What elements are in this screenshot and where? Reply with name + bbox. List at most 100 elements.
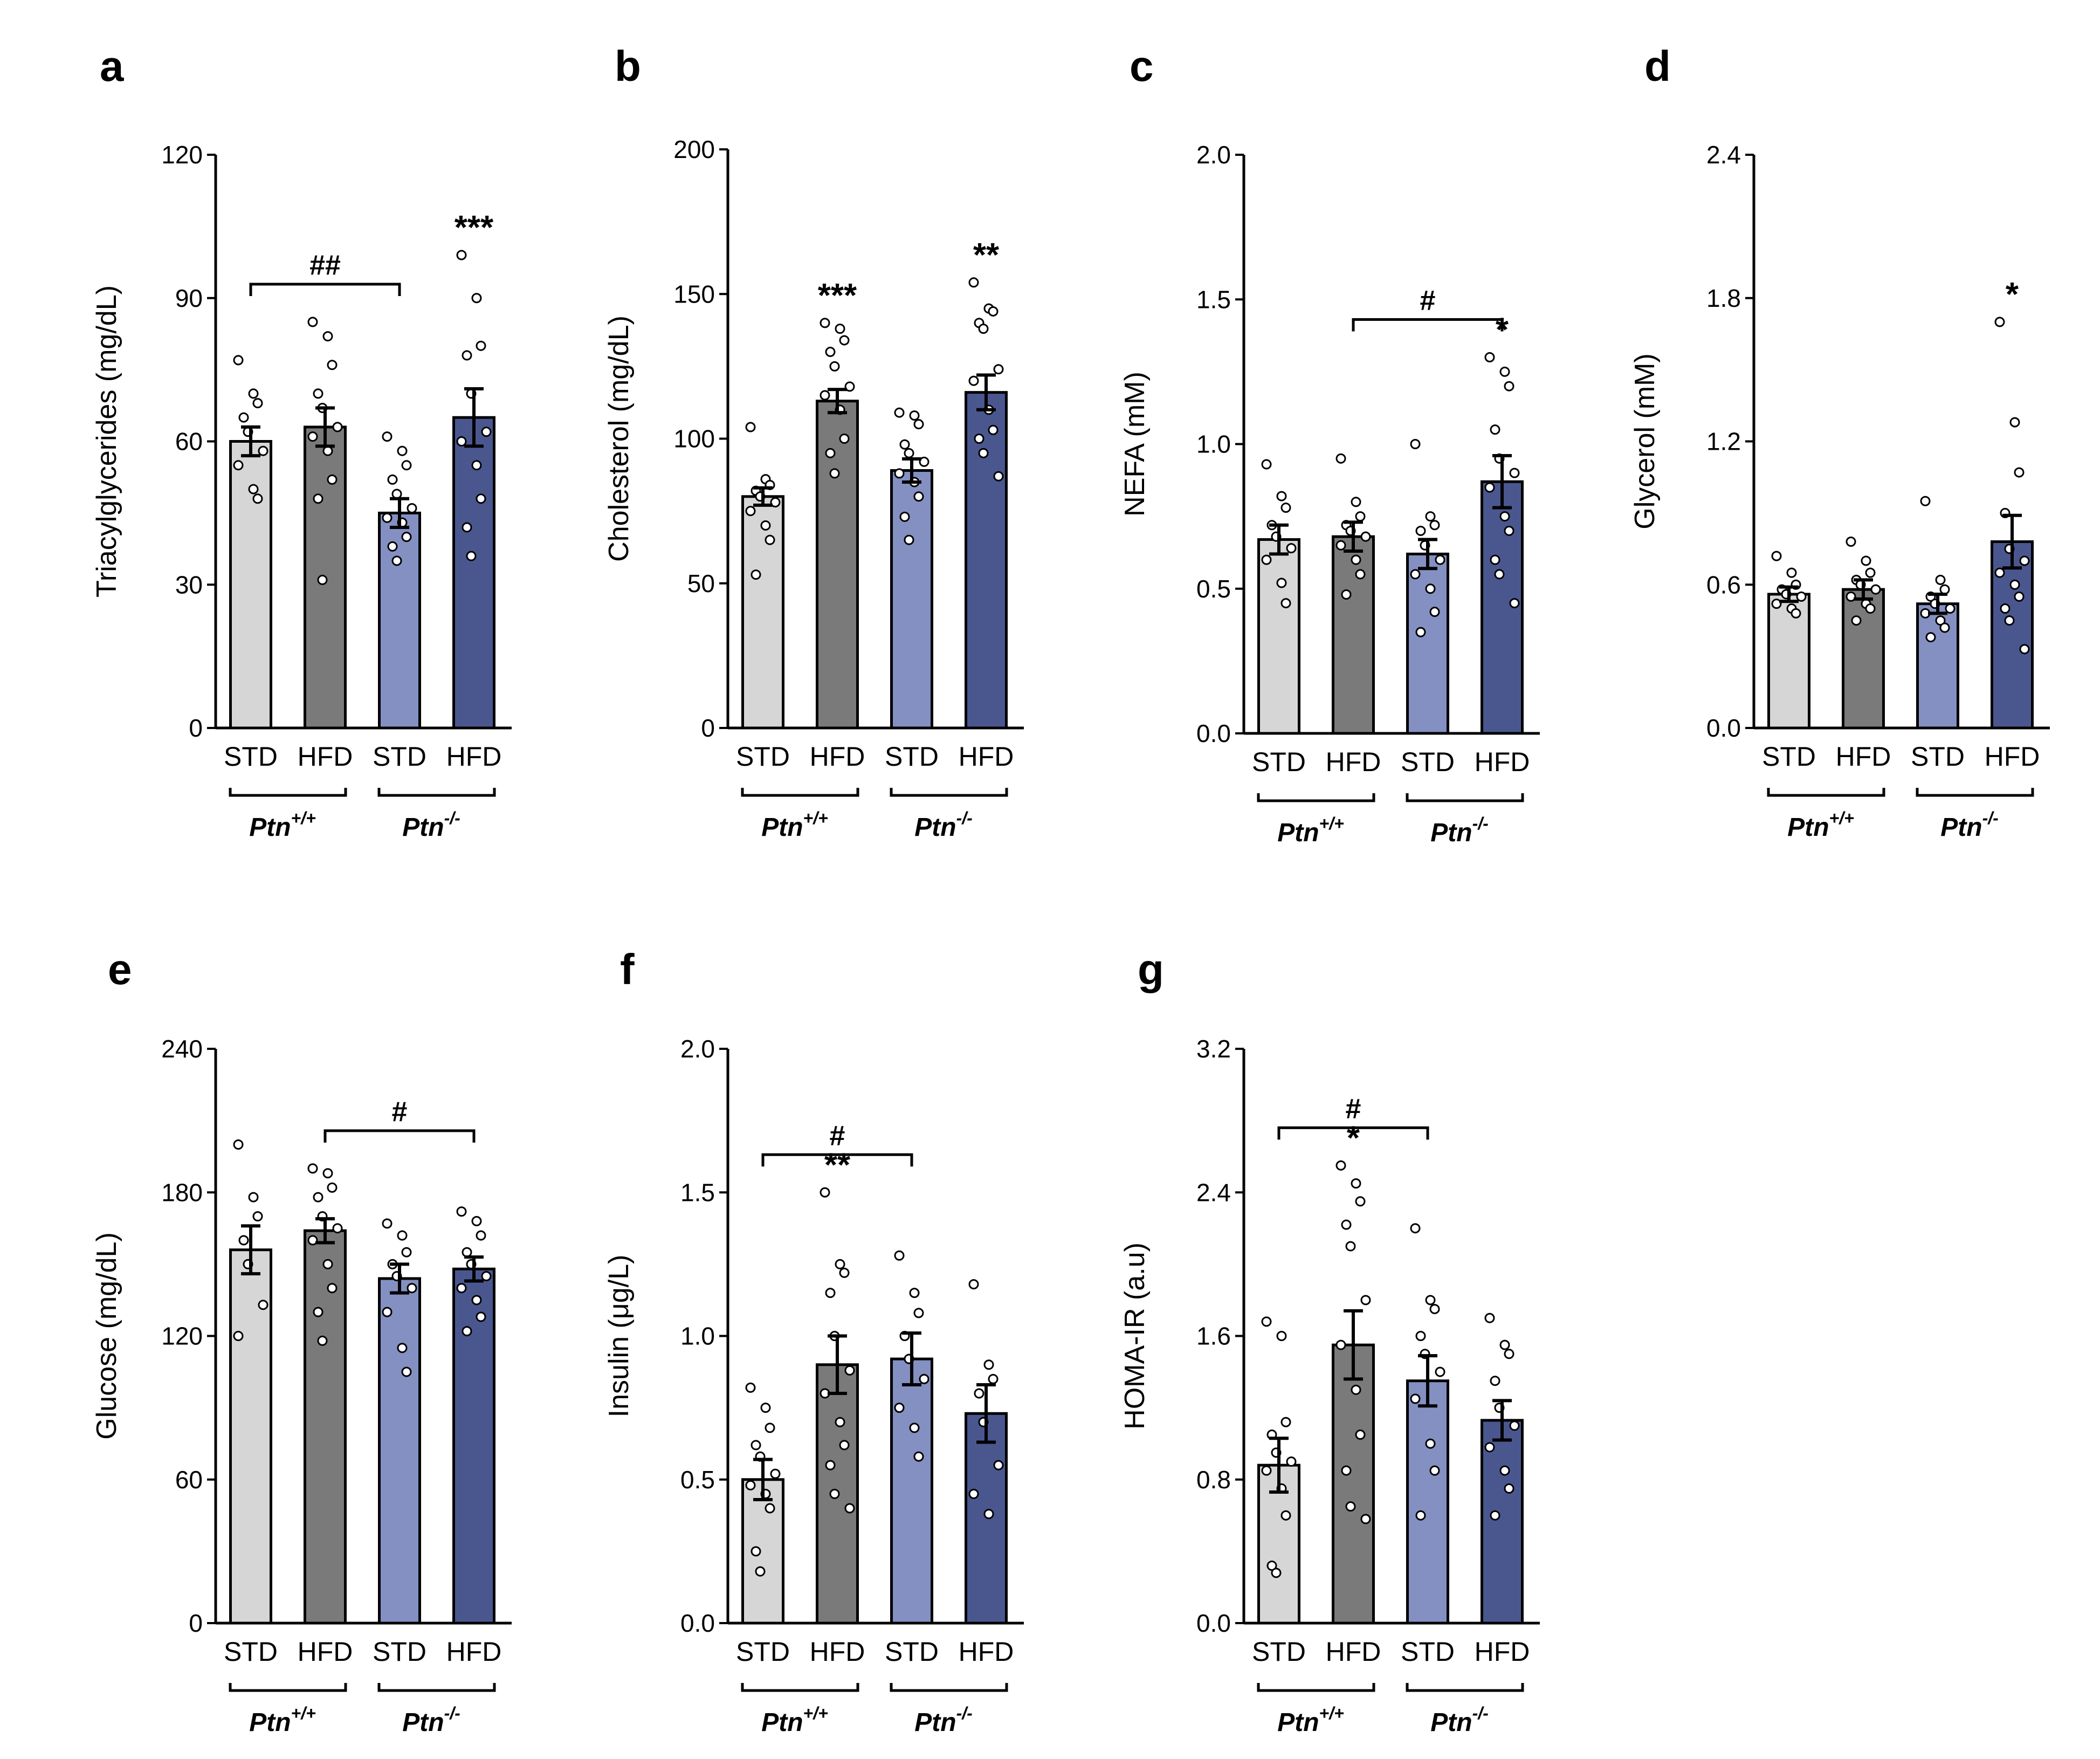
data-point xyxy=(1425,1438,1436,1449)
y-tick-label: 2.4 xyxy=(1196,1178,1231,1206)
y-tick-label: 0.8 xyxy=(1196,1466,1231,1494)
data-point xyxy=(332,422,343,432)
data-point xyxy=(317,1335,328,1346)
data-point xyxy=(1261,459,1272,470)
bar-1 xyxy=(1257,538,1300,735)
data-point xyxy=(1341,589,1352,600)
data-point xyxy=(1335,1339,1346,1350)
data-point xyxy=(322,331,333,342)
data-point xyxy=(760,1403,771,1413)
data-point xyxy=(1425,511,1436,522)
y-tick-label: 1.0 xyxy=(680,1322,715,1350)
data-point xyxy=(1435,554,1445,565)
data-point xyxy=(332,1223,343,1234)
significance-stars: ** xyxy=(824,1146,851,1184)
genotype-label: Ptn+/+ xyxy=(1277,814,1344,847)
data-point xyxy=(1861,555,1871,566)
data-point xyxy=(476,1311,486,1322)
data-point xyxy=(1345,1501,1356,1512)
significance-stars: * xyxy=(1347,1119,1360,1157)
y-tick-label: 50 xyxy=(687,569,715,597)
comparison-label: ## xyxy=(309,250,341,281)
data-point xyxy=(909,410,920,421)
data-point xyxy=(248,484,259,494)
data-point xyxy=(1355,511,1366,522)
data-point xyxy=(745,1382,756,1393)
panel-d: d 0.0 0.6 1.2 1.8 2.4 Glycerol (mM) STD HFD STD * H… xyxy=(1629,42,2050,842)
data-point xyxy=(825,347,836,358)
genotype-label: Ptn-/- xyxy=(914,808,973,842)
y-tick-label: 0.5 xyxy=(680,1466,715,1494)
data-point xyxy=(238,412,249,423)
y-tick-label: 90 xyxy=(175,284,203,312)
data-point xyxy=(1846,591,1856,602)
data-point xyxy=(456,1283,467,1294)
data-point xyxy=(238,1235,249,1246)
y-tick-label: 150 xyxy=(673,280,715,308)
data-point xyxy=(481,1271,492,1282)
y-axis-title: NEFA (mM) xyxy=(1119,372,1151,517)
data-point xyxy=(233,460,244,471)
data-point xyxy=(1410,1393,1421,1404)
data-point xyxy=(1286,543,1297,554)
data-point xyxy=(974,434,984,444)
data-point xyxy=(1945,603,1956,614)
data-point xyxy=(745,1480,756,1490)
data-point xyxy=(1351,1384,1361,1395)
data-point xyxy=(307,431,318,442)
data-point xyxy=(1791,608,1801,619)
comparison-label: # xyxy=(392,1096,408,1128)
data-point xyxy=(745,506,756,517)
data-point xyxy=(1425,583,1436,594)
bar-4 xyxy=(452,1267,495,1625)
data-point xyxy=(1429,520,1440,531)
data-point xyxy=(1504,1349,1514,1359)
y-axis-title: Insulin (μg/L) xyxy=(603,1255,635,1418)
genotype-label: Ptn-/- xyxy=(1940,808,1999,842)
data-point xyxy=(1429,607,1440,617)
data-point xyxy=(1286,1456,1297,1467)
data-point xyxy=(1280,1510,1291,1521)
genotype-label: Ptn+/+ xyxy=(249,1703,316,1737)
category-label: HFD xyxy=(446,1637,502,1667)
y-tick-label: 0.0 xyxy=(680,1609,715,1637)
data-point xyxy=(968,1488,979,1499)
data-point xyxy=(307,317,318,327)
data-point xyxy=(1335,453,1346,464)
y-tick-label: 2.0 xyxy=(1196,141,1231,169)
data-point xyxy=(751,1546,761,1557)
y-axis-title: Glycerol (mM) xyxy=(1629,353,1661,529)
data-point xyxy=(1509,598,1520,609)
data-point xyxy=(1484,1313,1495,1323)
y-tick-label: 2.0 xyxy=(680,1035,715,1063)
data-point xyxy=(968,277,979,288)
data-point xyxy=(1994,317,2005,327)
significance-stars: *** xyxy=(455,209,494,246)
data-point xyxy=(968,375,979,386)
y-tick-label: 0.6 xyxy=(1706,571,1741,599)
data-point xyxy=(988,1373,999,1384)
data-point xyxy=(755,1566,766,1577)
data-point xyxy=(978,448,989,458)
bar-4 xyxy=(1481,1419,1524,1625)
data-point xyxy=(1355,1430,1366,1440)
panel-letter: f xyxy=(620,945,635,993)
category-label: STD xyxy=(373,1637,426,1667)
data-point xyxy=(471,1216,482,1226)
data-point xyxy=(1415,627,1426,637)
data-point xyxy=(844,1503,855,1514)
data-point xyxy=(835,1259,845,1269)
data-point xyxy=(307,1163,318,1174)
y-tick-label: 240 xyxy=(161,1035,203,1063)
data-point xyxy=(327,474,338,485)
category-label: STD xyxy=(885,741,939,772)
data-point xyxy=(1499,1465,1510,1476)
data-point xyxy=(978,324,989,334)
data-point xyxy=(1939,622,1950,633)
bar-1 xyxy=(229,440,272,730)
data-point xyxy=(913,1451,924,1462)
comparison-label: # xyxy=(1346,1093,1361,1124)
data-point xyxy=(913,419,924,430)
data-point xyxy=(909,1423,920,1433)
group-bracket xyxy=(741,788,859,797)
